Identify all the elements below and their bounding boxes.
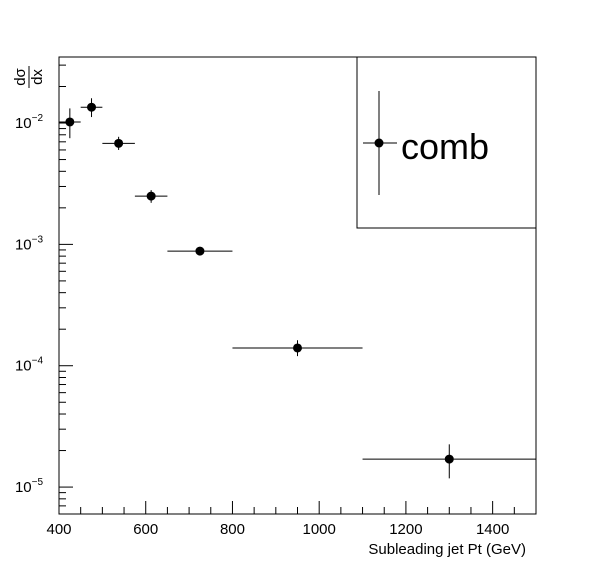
axis-ticks xyxy=(58,64,537,515)
marker xyxy=(146,191,156,201)
y-tick-label-base: 10 xyxy=(15,358,32,375)
data-points xyxy=(59,98,536,479)
y-tick-label-exponent: −5 xyxy=(32,477,44,488)
y-tick-label-exponent: −4 xyxy=(32,356,44,367)
marker xyxy=(114,138,124,148)
legend: comb xyxy=(356,56,537,229)
y-tick-label-base: 10 xyxy=(15,115,32,132)
x-tick-label: 1400 xyxy=(476,521,509,538)
marker xyxy=(293,343,302,353)
x-axis-label: Subleading jet Pt (GeV) xyxy=(368,541,526,558)
y-axis-label-denominator: dx xyxy=(29,69,46,85)
data-point xyxy=(362,444,536,479)
y-tick-label: 10−2 xyxy=(15,113,44,132)
y-axis-label: dσ dx xyxy=(12,66,46,88)
marker xyxy=(444,454,454,464)
marker xyxy=(87,102,97,112)
data-point xyxy=(102,136,135,150)
data-point xyxy=(232,340,363,357)
y-tick-label: 10−4 xyxy=(15,356,44,375)
y-tick-label-exponent: −2 xyxy=(32,113,44,124)
y-tick-label-base: 10 xyxy=(15,479,32,496)
data-point xyxy=(59,108,81,139)
marker xyxy=(195,246,205,256)
marker xyxy=(65,117,75,127)
x-tick-label: 600 xyxy=(133,521,158,538)
x-tick-label: 800 xyxy=(220,521,245,538)
legend-label-comb: comb xyxy=(401,126,489,167)
y-tick-label-base: 10 xyxy=(15,236,32,253)
data-point xyxy=(167,246,233,256)
y-tick-label-exponent: −3 xyxy=(32,234,44,245)
x-tick-label: 400 xyxy=(46,521,71,538)
x-tick-label: 1000 xyxy=(302,521,335,538)
data-point xyxy=(80,98,103,118)
legend-marker xyxy=(374,138,384,148)
y-axis-label-numerator: dσ xyxy=(12,67,29,85)
x-tick-label: 1200 xyxy=(389,521,422,538)
y-tick-label: 10−5 xyxy=(15,477,44,496)
y-tick-labels: 10−510−410−310−2 xyxy=(15,113,44,496)
y-tick-label: 10−3 xyxy=(15,234,44,253)
data-point xyxy=(134,190,168,203)
x-tick-labels: 400 600 800 1000 1200 1400 xyxy=(46,521,509,538)
